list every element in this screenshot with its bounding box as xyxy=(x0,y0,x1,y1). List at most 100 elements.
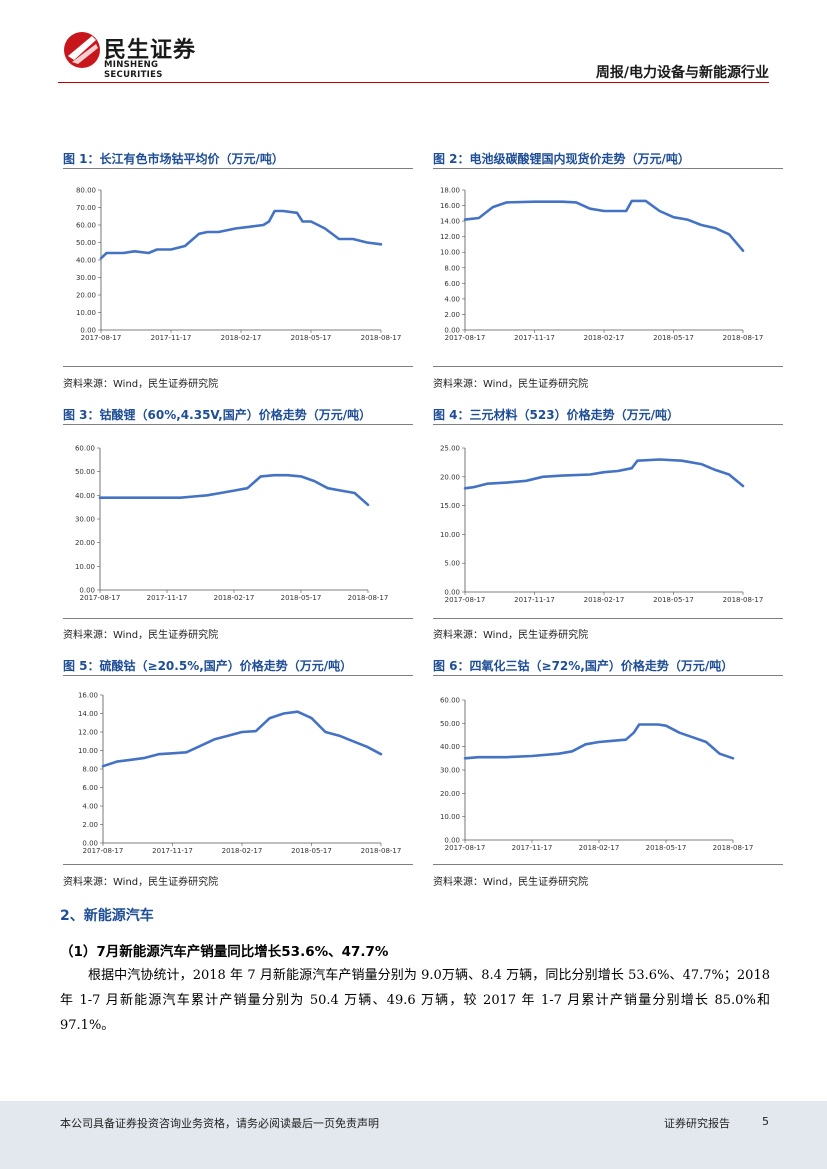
x-tick-label: 2018-08-17 xyxy=(361,847,402,855)
y-tick-label: 0.00 xyxy=(444,837,460,845)
y-tick-label: 20.00 xyxy=(76,292,96,300)
y-tick-label: 30.00 xyxy=(75,516,95,524)
y-tick-label: 40.00 xyxy=(440,743,460,751)
y-tick-label: 0.00 xyxy=(79,587,95,595)
series-line xyxy=(463,199,745,253)
y-tick-label: 10.00 xyxy=(440,531,460,539)
figure-3: 图 3：钴酸锂（60%,4.35V,国产）价格走势（万元/吨） 0.00 10.0… xyxy=(63,406,413,646)
figure-bottom-rule xyxy=(433,864,783,865)
x-tick-label: 2017-11-17 xyxy=(152,847,193,855)
figure-top-rule xyxy=(433,675,783,676)
x-tick-label: 2018-08-17 xyxy=(723,334,764,342)
y-tick-label: 10.00 xyxy=(78,747,98,755)
y-tick-label: 60.00 xyxy=(76,222,96,230)
sub-heading: （1）7月新能源汽车产销量同比增长53.6%、47.7% xyxy=(60,944,389,960)
figure-4: 图 4：三元材料（523）价格走势（万元/吨） 0.00 5.00 10.00 15.… xyxy=(433,406,783,646)
figure-source: 资料来源：Wind，民生证券研究院 xyxy=(63,877,219,888)
y-tick-label: 40.00 xyxy=(75,492,95,500)
figure-title: 图 2：电池级碳酸锂国内现货价走势（万元/吨） xyxy=(433,152,690,166)
x-tick-label: 2017-11-17 xyxy=(147,594,188,602)
company-logo: 民生证券 MINSHENG SECURITIES xyxy=(62,30,212,80)
y-tick-label: 40.00 xyxy=(76,257,96,265)
figure-source: 资料来源：Wind，民生证券研究院 xyxy=(63,630,219,641)
y-tick-label: 0.00 xyxy=(444,589,460,597)
figure-title: 图 3：钴酸锂（60%,4.35V,国产）价格走势（万元/吨） xyxy=(63,408,372,422)
figure-title: 图 6：四氧化三钴（≥72%,国产）价格走势（万元/吨） xyxy=(433,659,734,673)
series-line xyxy=(99,209,383,260)
x-tick-label: 2018-02-17 xyxy=(221,334,262,342)
x-tick-label: 2018-05-17 xyxy=(653,596,694,604)
y-tick-label: 12.00 xyxy=(440,233,460,241)
x-tick-label: 2018-02-17 xyxy=(579,844,620,852)
x-tick-label: 2018-08-17 xyxy=(361,334,402,342)
y-tick-label: 10.00 xyxy=(76,309,96,317)
y-tick-label: 60.00 xyxy=(440,697,460,705)
y-tick-label: 20.00 xyxy=(440,790,460,798)
y-tick-label: 60.00 xyxy=(75,445,95,453)
x-tick-label: 2018-05-17 xyxy=(291,847,332,855)
x-tick-label: 2018-02-17 xyxy=(222,847,263,855)
x-tick-label: 2017-11-17 xyxy=(151,334,192,342)
figure-1: 图 1：长江有色市场钴平均价（万元/吨） 0.00 10.00 20.00 30.00… xyxy=(63,150,413,395)
y-tick-label: 16.00 xyxy=(440,202,460,210)
x-tick-label: 2017-08-17 xyxy=(445,334,486,342)
x-tick-label: 2018-05-17 xyxy=(291,334,332,342)
figure-top-rule xyxy=(63,675,413,676)
figure-source: 资料来源：Wind，民生证券研究院 xyxy=(433,379,589,390)
y-tick-label: 50.00 xyxy=(75,468,95,476)
figure-bottom-rule xyxy=(433,618,783,619)
logo-mark-icon xyxy=(64,32,100,68)
figure-bottom-rule xyxy=(63,864,413,865)
figure-title: 图 5：硫酸钴（≥20.5%,国产）价格走势（万元/吨） xyxy=(63,659,353,673)
logo-text-en: MINSHENG SECURITIES xyxy=(104,60,163,80)
figure-bottom-rule xyxy=(433,366,783,367)
y-tick-label: 10.00 xyxy=(75,563,95,571)
y-tick-label: 10.00 xyxy=(440,249,460,257)
x-tick-label: 2017-11-17 xyxy=(514,596,555,604)
y-tick-label: 50.00 xyxy=(440,720,460,728)
figure-6: 图 6：四氧化三钴（≥72%,国产）价格走势（万元/吨） 0.00 10.00 20… xyxy=(433,657,783,892)
figure-top-rule xyxy=(63,424,413,425)
y-tick-label: 4.00 xyxy=(444,295,460,303)
figure-source: 资料来源：Wind，民生证券研究院 xyxy=(433,630,589,641)
y-tick-label: 2.00 xyxy=(82,821,98,829)
y-tick-label: 20.00 xyxy=(75,539,95,547)
figure-title: 图 4：三元材料（523）价格走势（万元/吨） xyxy=(433,408,679,422)
x-tick-label: 2018-08-17 xyxy=(348,594,389,602)
y-tick-label: 20.00 xyxy=(440,473,460,481)
y-tick-label: 2.00 xyxy=(444,311,460,319)
series-line xyxy=(101,710,383,768)
y-tick-label: 0.00 xyxy=(444,327,460,335)
y-tick-label: 16.00 xyxy=(78,692,98,700)
y-tick-label: 10.00 xyxy=(440,813,460,821)
figure-5: 图 5：硫酸钴（≥20.5%,国产）价格走势（万元/吨） 0.00 2.00 4.0… xyxy=(63,657,413,892)
section-heading: 2、新能源汽车 xyxy=(60,908,154,924)
x-tick-label: 2018-02-17 xyxy=(214,594,255,602)
page-number: 5 xyxy=(762,1115,769,1128)
figure-top-rule xyxy=(433,424,783,425)
figure-title: 图 1：长江有色市场钴平均价（万元/吨） xyxy=(63,152,284,166)
figure-5-chart: 0.00 2.00 4.00 6.00 8.00 10.00 12.00 14.00 16.00… xyxy=(78,692,401,856)
x-tick-label: 2017-08-17 xyxy=(81,334,122,342)
y-tick-label: 4.00 xyxy=(82,803,98,811)
x-tick-label: 2017-08-17 xyxy=(80,594,121,602)
figure-bottom-rule xyxy=(63,618,413,619)
figure-4-chart: 0.00 5.00 10.00 15.00 20.00 25.00 2017-08-17 20… xyxy=(440,445,763,605)
x-tick-label: 2018-02-17 xyxy=(584,334,625,342)
figure-2: 图 2：电池级碳酸锂国内现货价走势（万元/吨） 0.00 2.00 4.00 6.00… xyxy=(433,150,783,395)
x-tick-label: 2018-05-17 xyxy=(653,334,694,342)
figure-source: 资料来源：Wind，民生证券研究院 xyxy=(63,379,219,390)
x-tick-label: 2017-08-17 xyxy=(445,596,486,604)
y-tick-label: 30.00 xyxy=(76,274,96,282)
page-header: 民生证券 MINSHENG SECURITIES 周报/电力设备与新能源行业 xyxy=(0,0,827,83)
x-tick-label: 2018-05-17 xyxy=(646,844,687,852)
y-tick-label: 25.00 xyxy=(440,445,460,453)
figure-6-chart: 0.00 10.00 20.00 30.00 40.00 50.00 60.00 2017-0… xyxy=(440,697,753,853)
figure-2-chart: 0.00 2.00 4.00 6.00 8.00 10.00 12.00 14.00 16.00… xyxy=(440,187,764,343)
series-line xyxy=(463,458,745,490)
series-line xyxy=(463,723,735,760)
y-tick-label: 5.00 xyxy=(444,560,460,568)
y-tick-label: 6.00 xyxy=(82,784,98,792)
footer-disclaimer: 本公司具备证券投资咨询业务资格，请务必阅读最后一页免责声明 xyxy=(60,1117,379,1130)
figure-1-chart: 0.00 10.00 20.00 30.00 40.00 50.00 60.00 70.00 8… xyxy=(76,187,402,343)
